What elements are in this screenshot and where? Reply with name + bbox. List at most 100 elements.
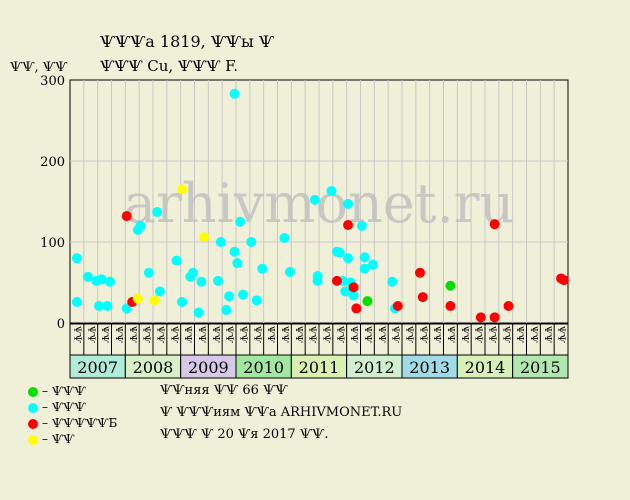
month-label: ѰѰ (85, 326, 95, 343)
data-point (351, 303, 362, 314)
data-point (229, 88, 240, 99)
data-point (132, 293, 143, 304)
data-point (232, 258, 243, 269)
data-point (171, 255, 182, 266)
legend-item: – ѰѰѰѰѰБ (28, 416, 117, 430)
data-point (224, 291, 235, 302)
data-point (215, 237, 226, 247)
month-label: ѰѰ (307, 326, 317, 343)
legend-label: – ѰѰѰ (42, 384, 86, 398)
month-label: ѰѰ (265, 326, 275, 343)
data-point (387, 276, 398, 287)
legend-item: – ѰѰѰ (28, 400, 86, 414)
month-label: ѰѰ (473, 326, 483, 343)
month-label: ѰѰ (293, 326, 303, 343)
y-tick-label: 0 (57, 317, 65, 332)
data-point (102, 300, 113, 311)
data-point (177, 296, 188, 307)
month-label: ѰѰ (486, 326, 496, 343)
year-label: 2014 (465, 358, 506, 377)
data-point (177, 184, 188, 195)
month-label: ѰѰ (362, 326, 372, 343)
data-point (71, 296, 82, 307)
legend-item: – ѰѰѰ (28, 384, 86, 398)
legend-label: – ѰѰѰѰѰБ (42, 416, 118, 430)
data-point (71, 253, 82, 264)
data-point (105, 276, 116, 287)
month-label: ѰѰ (237, 326, 247, 343)
legend-label: – ѰѰѰ (42, 400, 86, 414)
month-label: ѰѰ (542, 326, 552, 343)
y-axis-label: ѰѰ, ѰѰ (10, 60, 68, 75)
data-point (558, 275, 569, 286)
year-label: 2007 (77, 358, 118, 377)
month-label: ѰѰ (182, 326, 192, 343)
data-point (475, 312, 486, 323)
month-label: ѰѰ (348, 326, 358, 343)
data-point (121, 211, 132, 222)
legend-label: – ѰѰ (42, 432, 75, 446)
month-label: ѰѰ (320, 326, 330, 343)
month-label: ѰѰ (445, 326, 455, 343)
note-line: ѰѰѰ Ѱ 20 Ѱя 2017 ѰѰ. (160, 427, 329, 442)
data-point (489, 219, 500, 230)
month-label: ѰѰ (390, 326, 400, 343)
data-point (213, 275, 224, 286)
data-point (221, 305, 232, 316)
data-point (359, 252, 370, 263)
data-point (121, 303, 132, 314)
data-point (343, 253, 354, 264)
legend-marker (28, 418, 38, 429)
month-label: ѰѰ (71, 326, 81, 343)
data-point (489, 312, 500, 323)
note-line: Ѱ ѰѰѰиям ѰѰа ARHIVMONET.RU (160, 405, 403, 420)
month-label: ѰѰ (279, 326, 289, 343)
year-cell (512, 354, 569, 379)
data-point (343, 198, 354, 209)
data-point (279, 232, 290, 243)
month-label: ѰѰ (113, 326, 123, 343)
data-point (257, 263, 268, 274)
year-label: 2013 (409, 358, 450, 377)
data-point (356, 220, 367, 231)
data-point (348, 290, 359, 301)
month-label: ѰѰ (514, 326, 524, 343)
month-label: ѰѰ (224, 326, 234, 343)
year-label: 2012 (354, 358, 395, 377)
legend-marker (28, 402, 38, 413)
data-point (312, 275, 323, 286)
month-label: ѰѰ (500, 326, 510, 343)
data-point (154, 286, 165, 297)
data-point (135, 220, 146, 231)
data-point (196, 276, 207, 287)
legend-item: – ѰѰ (28, 432, 74, 446)
year-label: 2008 (133, 358, 174, 377)
month-label: ѰѰ (210, 326, 220, 343)
month-label: ѰѰ (334, 326, 344, 343)
data-point (152, 207, 163, 218)
y-tick-label: 200 (40, 155, 65, 170)
year-label: 2009 (188, 358, 229, 377)
data-point (284, 266, 295, 277)
month-label: ѰѰ (556, 326, 566, 343)
y-tick-label: 300 (40, 74, 65, 89)
chart-title: ѰѰѰа 1819, ѰѰы Ѱ (100, 32, 274, 51)
year-label: 2010 (243, 358, 284, 377)
year-label: 2011 (299, 358, 340, 377)
y-tick-label: 100 (40, 236, 65, 251)
legend-marker (28, 434, 38, 445)
year-label: 2015 (520, 358, 561, 377)
month-label: ѰѰ (127, 326, 137, 343)
data-point (503, 300, 514, 311)
data-point (367, 259, 378, 270)
month-label: ѰѰ (251, 326, 261, 343)
month-label: ѰѰ (431, 326, 441, 343)
month-label: ѰѰ (196, 326, 206, 343)
data-point (362, 296, 373, 307)
month-label: ѰѰ (459, 326, 469, 343)
month-label: ѰѰ (417, 326, 427, 343)
data-point (445, 280, 456, 291)
data-point (199, 232, 210, 243)
month-label: ѰѰ (99, 326, 109, 343)
